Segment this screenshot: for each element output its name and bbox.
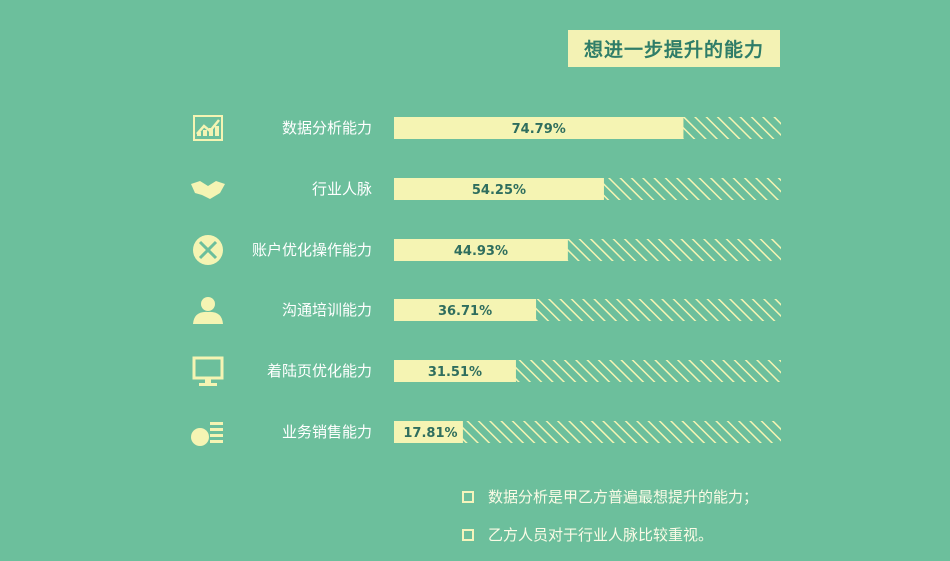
chart-title: 想进一步提升的能力 [568, 30, 780, 67]
monitor-icon [192, 356, 224, 386]
note-bullet-icon [462, 490, 474, 503]
bar-row: 行业人脉 54.25% [191, 178, 781, 200]
bar [394, 421, 463, 443]
bar [394, 178, 604, 200]
bar [394, 360, 516, 382]
money-list-icon [191, 422, 223, 446]
bar [394, 299, 537, 321]
note-2-text: 乙方人员对于行业人脉比较重视。 [488, 526, 714, 544]
category-label: 着陆页优化能力 [267, 362, 372, 380]
value-label: 74.79% [512, 122, 566, 137]
category-label: 行业人脉 [312, 180, 372, 198]
note-1-text: 数据分析是甲乙方普遍最想提升的能力； [488, 488, 759, 506]
note-1: 数据分析是甲乙方普遍最想提升的能力； [462, 486, 758, 507]
person-icon [193, 297, 223, 324]
value-label: 36.71% [438, 304, 492, 319]
category-label: 账户优化操作能力 [252, 241, 372, 259]
bar-row: 数据分析能力 74.79% [193, 115, 781, 141]
value-label: 44.93% [454, 244, 508, 259]
category-label: 业务销售能力 [282, 423, 372, 441]
bar-row: 沟通培训能力 36.71% [193, 297, 781, 324]
bar [394, 117, 684, 139]
tools-icon [193, 235, 223, 265]
note-bullet-icon [462, 528, 474, 541]
category-label: 数据分析能力 [282, 119, 372, 137]
value-label: 17.81% [403, 426, 457, 441]
bar-row: 着陆页优化能力 31.51% [192, 356, 781, 386]
bar-row: 账户优化操作能力 44.93% [193, 235, 781, 265]
growth-chart-icon [193, 115, 223, 141]
bar [394, 239, 568, 261]
value-label: 54.25% [472, 183, 526, 198]
bar-remainder [394, 421, 781, 443]
bar-row: 业务销售能力 17.81% [191, 421, 781, 446]
handshake-icon [191, 181, 225, 199]
category-label: 沟通培训能力 [282, 301, 372, 319]
note-2: 乙方人员对于行业人脉比较重视。 [462, 524, 713, 545]
value-label: 31.51% [428, 365, 482, 380]
